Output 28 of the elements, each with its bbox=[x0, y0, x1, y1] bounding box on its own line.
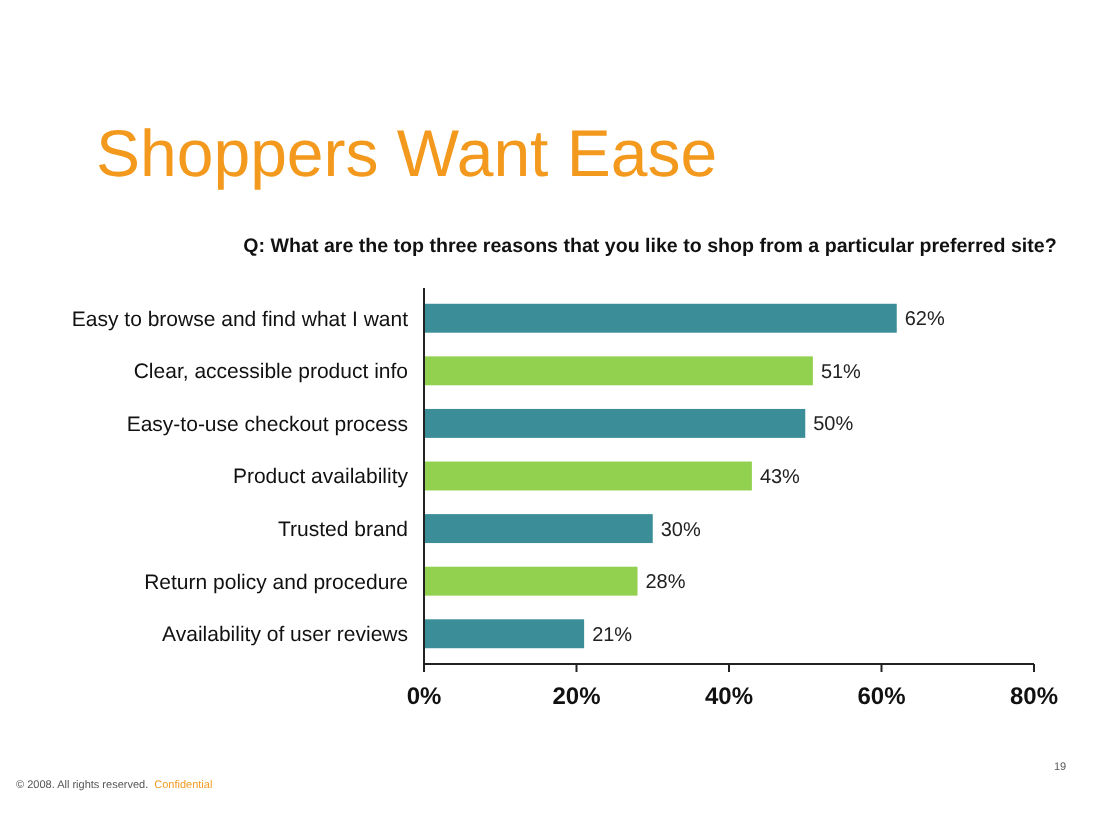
x-tick-label: 20% bbox=[552, 682, 602, 710]
x-tick-label: 60% bbox=[857, 682, 907, 710]
x-tick-label: 40% bbox=[704, 682, 754, 710]
bar bbox=[424, 356, 813, 386]
bar bbox=[424, 514, 653, 544]
data-label: 30% bbox=[660, 519, 701, 542]
data-label: 51% bbox=[820, 361, 862, 384]
bar bbox=[424, 619, 585, 649]
x-tick-label: 80% bbox=[1009, 682, 1059, 710]
bar bbox=[424, 408, 806, 438]
bar bbox=[424, 566, 638, 596]
data-label: 21% bbox=[592, 624, 633, 647]
y-tick-label: Easy-to-use checkout process bbox=[126, 412, 408, 437]
chart-subtitle: Q: What are the top three reasons that you like to shop from a particular preferred site? bbox=[243, 236, 1057, 258]
chart-title: Shoppers Want Ease bbox=[96, 116, 718, 190]
bar bbox=[424, 303, 897, 333]
y-tick-label: Easy to browse and find what I want bbox=[71, 307, 409, 332]
y-tick-label: Clear, accessible product info bbox=[133, 360, 409, 385]
y-tick-label: Return policy and procedure bbox=[144, 570, 409, 595]
data-label: 62% bbox=[904, 309, 945, 332]
y-tick-label: Product availability bbox=[232, 465, 410, 490]
data-label: 50% bbox=[813, 414, 854, 437]
data-label: 43% bbox=[759, 467, 801, 489]
y-tick-label: Trusted brand bbox=[278, 517, 409, 542]
data-label: 28% bbox=[645, 572, 686, 595]
y-tick-label: Availability of user reviews bbox=[162, 623, 408, 648]
x-tick-label: 0% bbox=[406, 682, 442, 710]
bar bbox=[424, 461, 752, 491]
